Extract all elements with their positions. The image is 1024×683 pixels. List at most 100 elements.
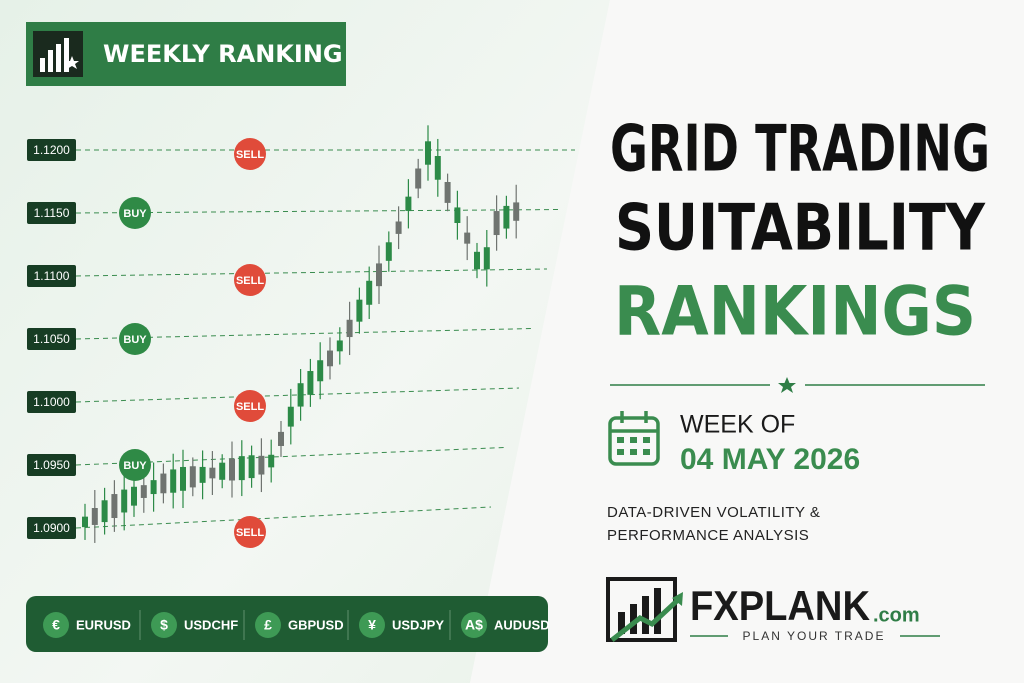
signal-label: SELL: [236, 275, 264, 287]
candle-body: [199, 466, 206, 483]
price-label: 1.1100: [34, 269, 70, 283]
candle-body: [425, 141, 431, 165]
price-label: 1.1150: [34, 206, 70, 220]
candle-body: [111, 494, 118, 519]
currency-symbol: €: [52, 617, 60, 633]
candle-body: [140, 485, 147, 498]
price-label: 1.0950: [33, 458, 70, 472]
signal-label: SELL: [236, 149, 264, 161]
price-label: 1.1050: [33, 332, 70, 346]
price-label-box: [27, 202, 76, 224]
description-line: DATA-DRIVEN VOLATILITY &: [607, 504, 820, 521]
week-date: 04 MAY 2026: [680, 443, 860, 476]
currency-pair: GBPUSD: [288, 617, 344, 632]
signal-badge: [119, 449, 151, 481]
candle-body: [287, 406, 294, 427]
signal-badge: [234, 516, 266, 548]
divider: [610, 377, 985, 393]
candlestick-illustration: [82, 125, 520, 543]
candle-body: [160, 473, 167, 494]
price-label-box: [27, 454, 76, 476]
currency-symbol-badge: [461, 612, 487, 638]
currency-pair: EURUSD: [76, 617, 131, 632]
signal-label: BUY: [123, 334, 147, 346]
signal-label: BUY: [123, 460, 147, 472]
currency-symbol-badge: [151, 612, 177, 638]
candle-body: [434, 155, 441, 180]
candle-body: [219, 462, 226, 480]
candle-body: [474, 251, 480, 270]
signal-badge: [234, 390, 266, 422]
header-title: WEEKLY RANKING: [103, 40, 343, 68]
signal-label: SELL: [236, 401, 264, 413]
candle-body: [346, 319, 353, 338]
signal-label: BUY: [123, 208, 147, 220]
candle-body: [356, 299, 363, 322]
candle-body: [405, 196, 412, 211]
candle-body: [258, 455, 265, 475]
candle-body: [376, 263, 382, 287]
logo-icon: [606, 577, 683, 642]
currency-symbol-badge: [43, 612, 69, 638]
currency-symbol: A$: [465, 617, 483, 633]
candle-body: [189, 466, 196, 488]
candle-body: [327, 350, 333, 367]
left-panel: [0, 0, 610, 683]
candle-body: [91, 508, 98, 525]
candle-body: [513, 202, 520, 221]
candle-body: [101, 500, 108, 523]
candle-body: [493, 211, 500, 236]
currency-symbol-badge: [255, 612, 281, 638]
candle-body: [444, 181, 451, 203]
title-highlight: RANKINGS: [614, 273, 976, 352]
candle-body: [336, 340, 343, 352]
currency-symbol: £: [264, 617, 272, 633]
candle-body: [278, 431, 284, 446]
logo-domain: .com: [873, 604, 920, 626]
grid-line: [75, 268, 548, 277]
price-label: 1.1200: [33, 143, 70, 157]
price-label: 1.0900: [33, 521, 70, 535]
candle-body: [385, 242, 392, 261]
candle-body: [238, 456, 245, 481]
price-label-box: [27, 265, 76, 287]
candle-body: [454, 207, 461, 223]
candle-body: [170, 469, 177, 493]
candle-body: [180, 466, 186, 491]
grid-line: [75, 506, 492, 529]
title-line: SUITABILITY: [615, 192, 986, 266]
grid-line: [75, 328, 534, 340]
price-label-box: [27, 328, 76, 350]
currency-pair: USDCHF: [184, 617, 238, 632]
description-line: PERFORMANCE ANALYSIS: [607, 527, 809, 544]
candle-body: [82, 516, 88, 528]
candle-body: [229, 458, 235, 481]
candle-body: [483, 247, 490, 270]
currency-symbol: $: [160, 617, 168, 633]
currency-symbol: ¥: [368, 617, 376, 633]
candle-body: [317, 360, 324, 382]
candle-body: [121, 489, 128, 513]
candle-body: [268, 454, 275, 468]
signal-label: SELL: [236, 527, 264, 539]
right-panel: [470, 0, 1024, 683]
price-label-box: [27, 391, 76, 413]
currency-symbol-badge: [359, 612, 385, 638]
candle-body: [248, 455, 255, 479]
logo-name: FXPLANK: [690, 582, 870, 629]
week-label: WEEK OF: [680, 411, 795, 439]
price-label-box: [27, 517, 76, 539]
candle-body: [131, 486, 137, 506]
currency-pair: AUDUSD: [494, 617, 550, 632]
candle-body: [366, 280, 373, 305]
header-icon: [33, 31, 83, 77]
currency-bar: [26, 596, 548, 652]
candle-body: [307, 371, 314, 395]
candle-body: [464, 232, 471, 244]
grid-line: [75, 387, 520, 403]
currency-pair: USDJPY: [392, 617, 444, 632]
signal-badge: [119, 197, 151, 229]
candle-body: [395, 221, 402, 234]
candle-body: [297, 383, 304, 407]
